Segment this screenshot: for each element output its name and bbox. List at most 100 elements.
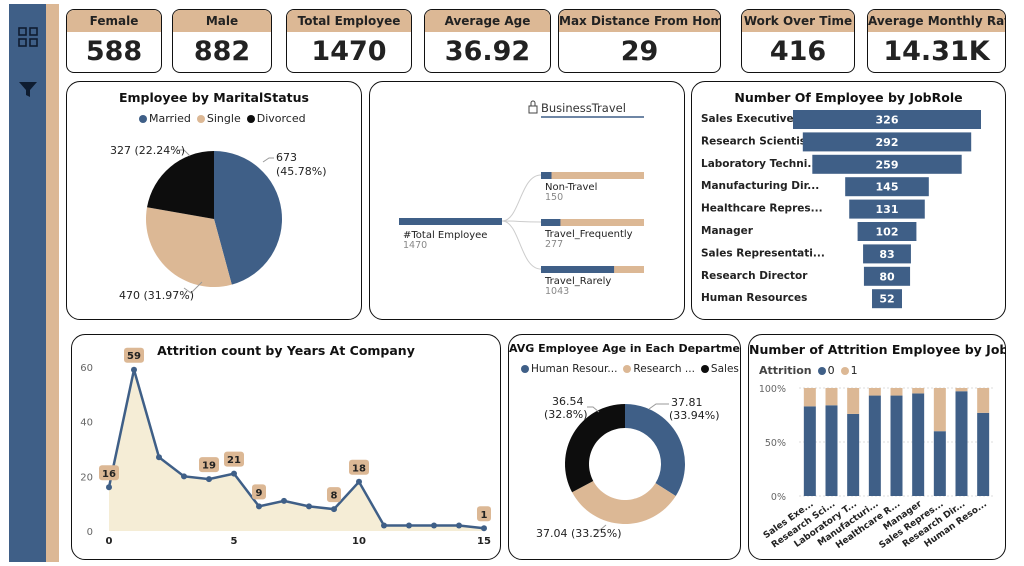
data-label: 131: [876, 203, 899, 216]
node-value: 150: [545, 192, 563, 203]
kpi-label: Work Over Time: [742, 10, 854, 32]
pie-slice-single: [146, 207, 232, 287]
bar-series-1: [933, 388, 946, 432]
x-tick-label: 5: [231, 536, 238, 547]
kpi-value: 882: [193, 36, 251, 67]
category-label: Sales Executive: [701, 113, 794, 125]
data-label: 145: [876, 181, 899, 194]
attrition-area-chart[interactable]: 0 20 40 60 0 5 10 15 16 59 19 21 9 8 18 1: [72, 335, 501, 560]
sidebar-accent: [46, 4, 59, 562]
bar-series-0: [825, 405, 838, 496]
bar-series-0: [847, 413, 860, 496]
kpi-card-max-distance: Max Distance From Home 29: [558, 9, 721, 73]
legend-item-human-resources[interactable]: Human Resour...: [521, 363, 617, 375]
jobrole-bar-chart[interactable]: Sales Executive 326 Research Scientist 292 L…: [692, 82, 1006, 320]
kpi-label: Male: [173, 10, 271, 32]
node-value: 1470: [403, 240, 427, 251]
marital-pie-chart[interactable]: 673(45.78%) 470 (31.97%) 327 (22.24%): [67, 82, 362, 320]
data-label: 18: [352, 463, 366, 474]
data-label-bg: [99, 465, 119, 481]
category-label: Research Director: [701, 270, 808, 282]
bar: [872, 289, 902, 309]
leader-line: [593, 524, 607, 531]
legend-item-research[interactable]: Research ...: [623, 363, 695, 375]
data-point: [456, 522, 462, 529]
bar-series-1: [847, 388, 860, 414]
filter-icon[interactable]: [17, 78, 39, 100]
node-bar-fill: [541, 219, 561, 226]
node-bar-track: [541, 172, 644, 179]
data-point: [131, 366, 137, 373]
data-point: [256, 503, 262, 510]
leader-line: [177, 149, 191, 157]
bar-series-1: [912, 388, 925, 394]
data-label: 83: [879, 248, 894, 261]
kpi-value: 588: [85, 36, 143, 67]
node-label: #Total Employee: [403, 230, 487, 241]
data-label: 470 (31.97%): [119, 289, 194, 302]
y-tick-label: 50%: [765, 438, 786, 449]
bar-series-0: [803, 406, 816, 496]
node-label: Non-Travel: [545, 182, 597, 193]
kpi-value: 1470: [311, 36, 387, 67]
bar-series-1: [977, 388, 990, 413]
y-tick-label: 60: [80, 363, 93, 374]
donut-slice: [572, 480, 676, 524]
bar-series-0: [868, 395, 881, 496]
data-label: 1: [481, 510, 488, 521]
kpi-card-average-monthly-rate: Average Monthly Rate 14.31K: [867, 9, 1006, 73]
kpi-value: 36.92: [444, 36, 531, 67]
leader-line: [183, 281, 203, 294]
kpi-card-female: Female 588: [66, 9, 162, 73]
lock-icon: [528, 100, 538, 114]
data-point: [331, 506, 337, 513]
kpi-label: Total Employee: [287, 10, 411, 32]
legend-item-single[interactable]: Single: [196, 112, 241, 125]
node-bar-track: [541, 219, 644, 226]
chart-title: Number Of Employee by JobRole: [734, 90, 963, 105]
lock-shackle: [530, 100, 536, 106]
bar: [812, 154, 962, 174]
legend-item-0[interactable]: 0: [817, 364, 835, 377]
data-label-bg: [199, 457, 219, 473]
legend-item-married[interactable]: Married: [139, 112, 191, 125]
attrition-stacked-chart[interactable]: 0%50%100%Sales Exe...Research Sci...Labo…: [749, 335, 1006, 560]
category-label: Human Resources: [701, 292, 807, 304]
data-point: [431, 522, 437, 529]
pie-slice-married: [214, 151, 282, 285]
y-tick-label: 0: [87, 527, 93, 538]
data-label: 8: [331, 491, 338, 502]
data-label: 673: [276, 151, 297, 164]
legend-label: Divorced: [256, 112, 306, 125]
chart-title: Employee by MaritalStatus: [118, 90, 310, 105]
grid-icon[interactable]: [17, 26, 39, 48]
data-label: 59: [127, 351, 141, 362]
legend-item-sales[interactable]: Sales: [700, 363, 739, 375]
legend-label: Human Resour...: [531, 363, 618, 375]
data-label-bg: [477, 506, 491, 522]
bar: [857, 222, 917, 241]
data-label: 37.04 (33.25%): [536, 527, 622, 540]
data-label: (33.94%): [669, 409, 720, 422]
area-fill: [109, 369, 484, 531]
bar: [863, 244, 911, 264]
data-label: 16: [102, 469, 116, 480]
leader-line: [262, 157, 274, 163]
kpi-value: 14.31K: [883, 36, 990, 67]
attrition-years-card: Attrition count by Years At Company 0 20 4…: [71, 334, 501, 560]
donut-slice: [625, 404, 685, 496]
node-label: Travel_Rarely: [544, 276, 611, 287]
data-label: 326: [876, 114, 899, 127]
category-label: Healthcare Repres...: [701, 203, 823, 215]
node-bar-fill: [541, 266, 615, 273]
data-label-bg: [252, 484, 266, 500]
dept-age-donut-chart[interactable]: 37.81(33.94%) 37.04 (33.25%) 36.54(32.8%): [509, 335, 741, 560]
bar-series-1: [868, 388, 881, 396]
data-point: [156, 454, 162, 461]
data-label: 80: [879, 270, 895, 283]
legend-item-1[interactable]: 1: [840, 364, 858, 377]
legend-item-divorced[interactable]: Divorced: [246, 112, 306, 125]
data-label-bg: [124, 347, 144, 363]
root-bar: [399, 218, 502, 225]
